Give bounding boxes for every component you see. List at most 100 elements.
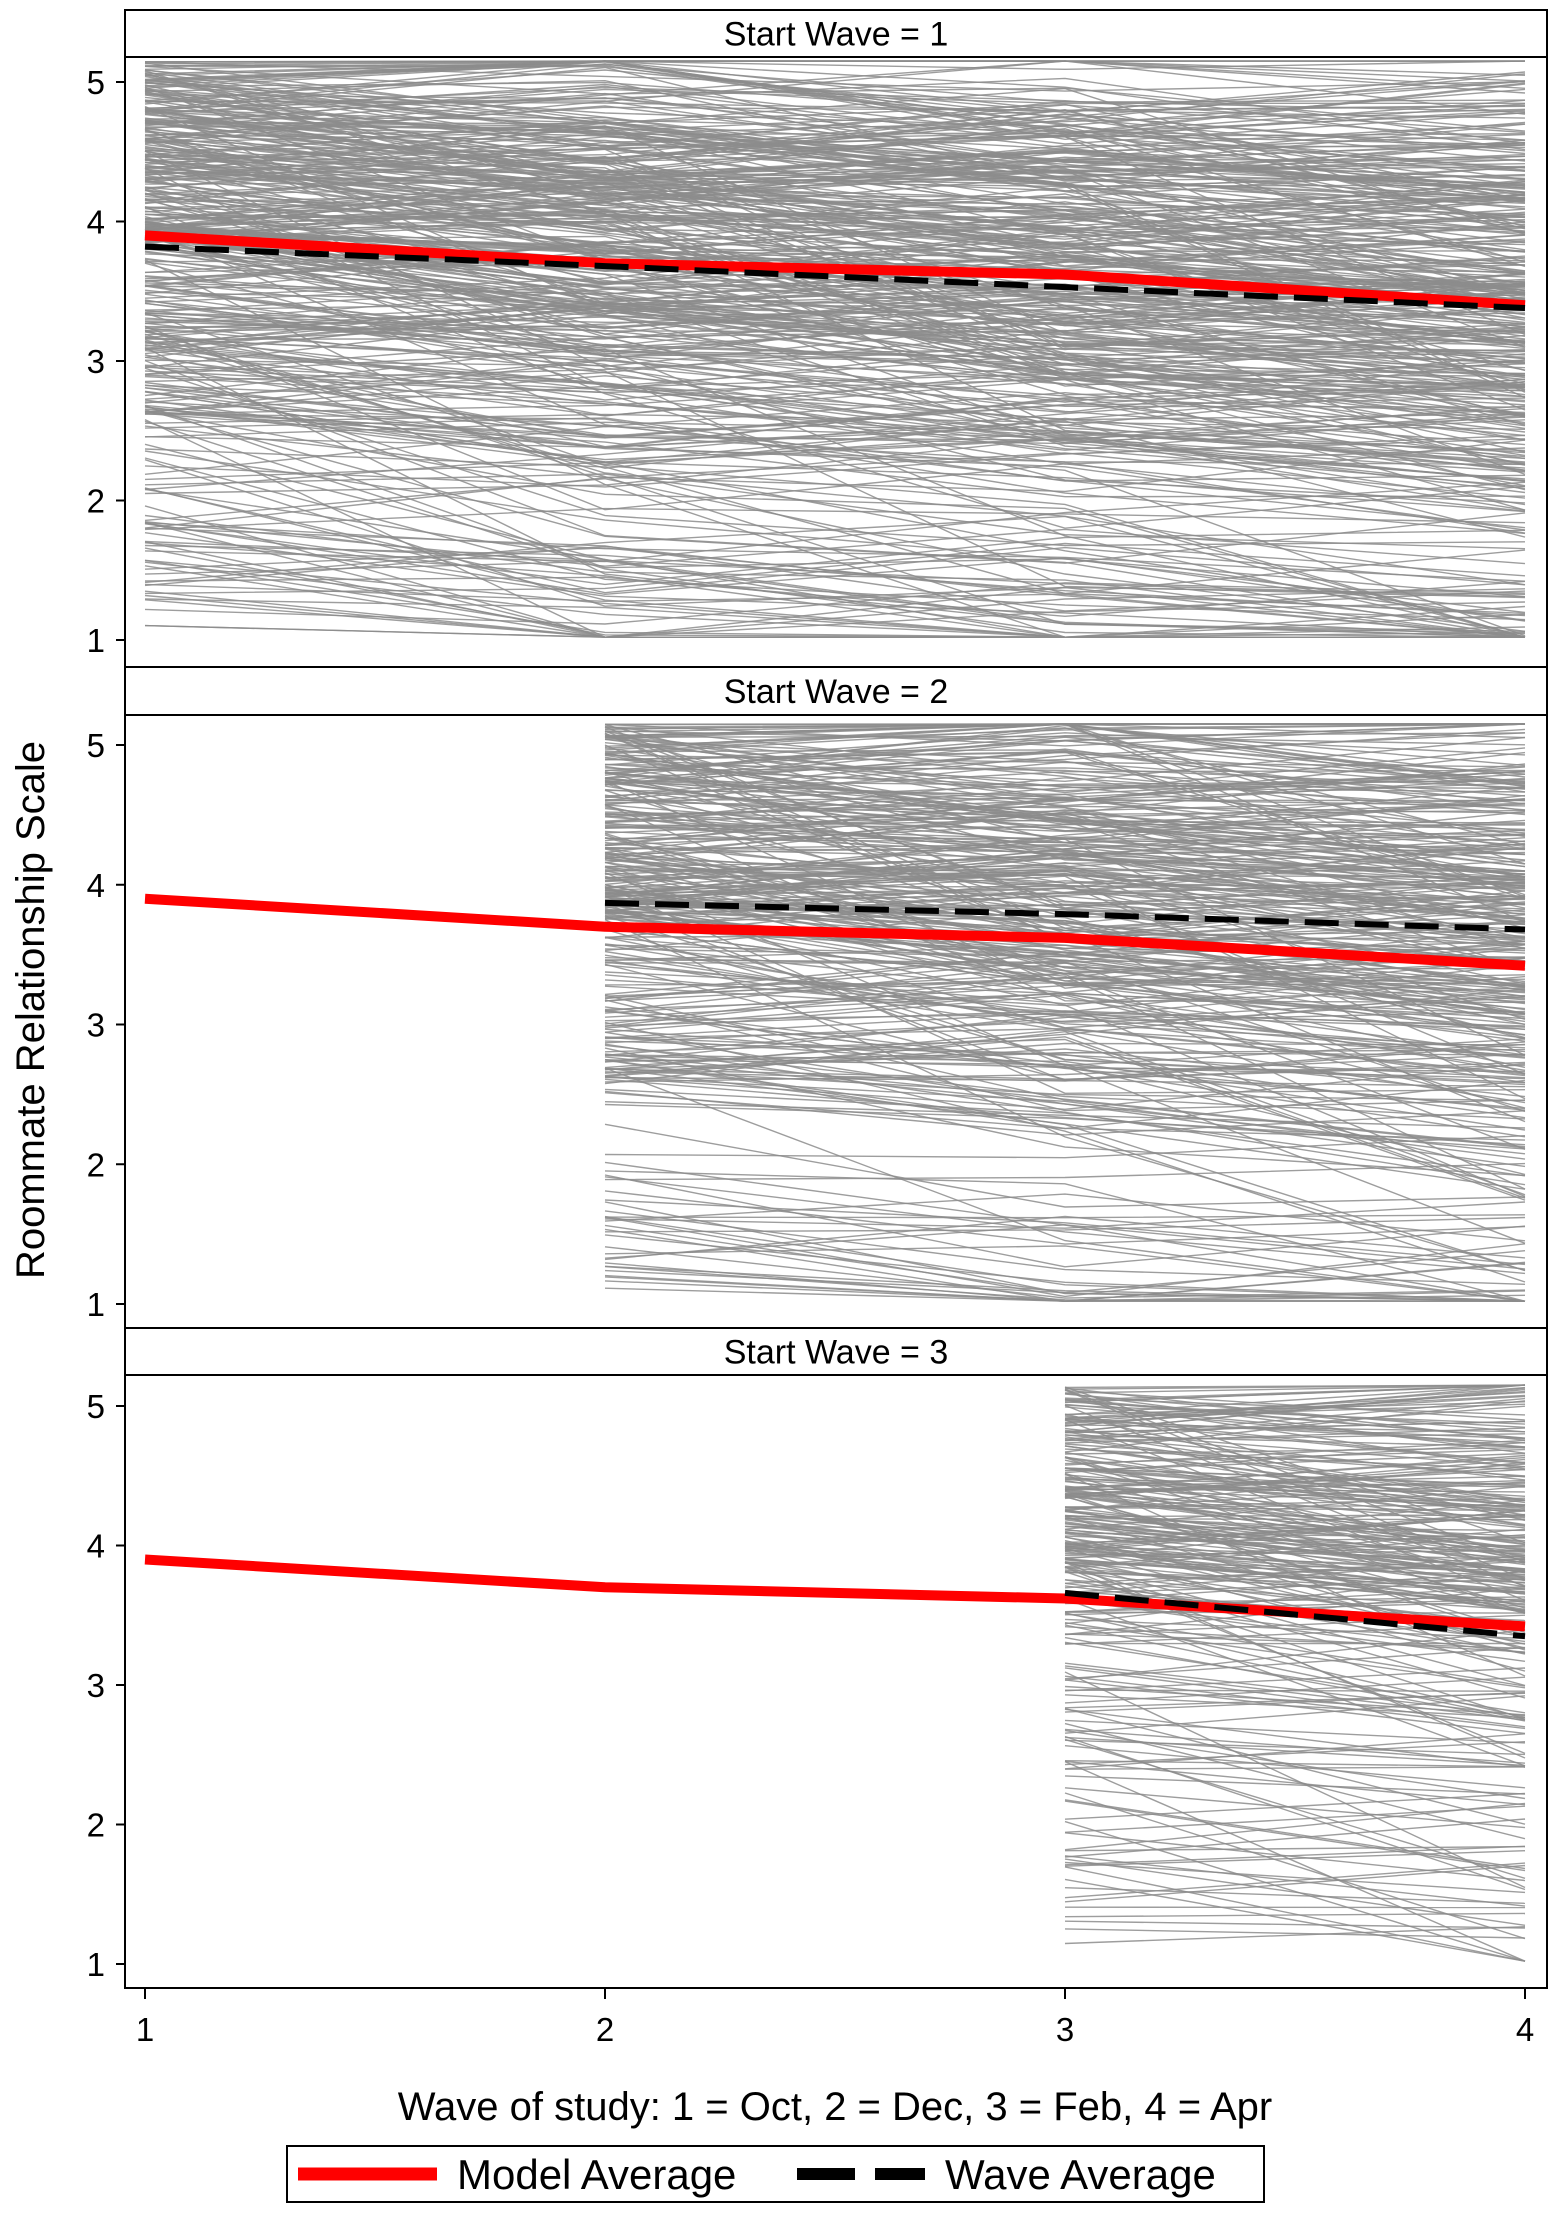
trajectory-line bbox=[144, 354, 1526, 441]
trajectory-line bbox=[144, 65, 1526, 132]
trajectory-line bbox=[1064, 1433, 1526, 1442]
trajectory-line bbox=[144, 306, 1526, 404]
trajectory-line bbox=[1064, 1926, 1526, 1945]
trajectory-line bbox=[604, 918, 1526, 1271]
trajectory-line bbox=[604, 896, 1526, 1029]
trajectory-line bbox=[1064, 1418, 1526, 1465]
trajectory-line bbox=[1064, 1818, 1526, 1858]
y-tick-label: 1 bbox=[87, 1946, 105, 1983]
trajectory-line bbox=[1064, 1529, 1526, 1570]
trajectory-line bbox=[144, 409, 1526, 564]
trajectory-line bbox=[604, 783, 1526, 945]
trajectory-line bbox=[144, 387, 1526, 437]
trajectory-line bbox=[144, 337, 1526, 427]
x-tick-label: 3 bbox=[1056, 2011, 1074, 2048]
trajectory-line bbox=[1064, 1431, 1526, 1501]
trajectory-line bbox=[604, 875, 1526, 1071]
trajectory-line bbox=[144, 140, 1526, 292]
trajectory-line bbox=[1064, 1775, 1526, 1795]
trajectory-line bbox=[144, 63, 1526, 187]
trajectory-line bbox=[144, 561, 1526, 638]
trajectory-line bbox=[604, 1228, 1526, 1302]
trajectory-line bbox=[1064, 1622, 1526, 1689]
trajectory-line bbox=[1064, 1665, 1526, 1721]
trajectory-line bbox=[604, 959, 1526, 1104]
trajectory-line bbox=[1064, 1515, 1526, 1651]
trajectory-line bbox=[144, 136, 1526, 181]
trajectory-line bbox=[1064, 1448, 1526, 1465]
trajectory-line bbox=[604, 1176, 1526, 1275]
trajectory-line bbox=[604, 751, 1526, 854]
trajectory-line bbox=[604, 843, 1526, 883]
trajectory-line bbox=[604, 1210, 1526, 1285]
trajectory-line bbox=[1064, 1671, 1526, 1889]
trajectory-line bbox=[144, 262, 1526, 377]
x-axis-title: Wave of study: 1 = Oct, 2 = Dec, 3 = Feb… bbox=[398, 2085, 1273, 2129]
trajectory-line bbox=[1064, 1787, 1526, 1829]
trajectory-line bbox=[144, 341, 1526, 472]
trajectory-line bbox=[144, 487, 1526, 594]
trajectory-line bbox=[1064, 1928, 1526, 1939]
trajectory-line bbox=[1064, 1667, 1526, 1728]
legend-label-wave-average: Wave Average bbox=[945, 2151, 1216, 2198]
trajectory-line bbox=[144, 60, 1526, 71]
trajectory-line bbox=[604, 877, 1526, 925]
trajectory-line bbox=[604, 1043, 1526, 1186]
trajectory-line bbox=[1064, 1384, 1526, 1401]
trajectory-line bbox=[604, 852, 1526, 922]
plot-frame bbox=[124, 1374, 1548, 1989]
trajectory-line bbox=[604, 1088, 1526, 1177]
trajectory-line bbox=[1064, 1760, 1526, 1806]
x-tick-label: 1 bbox=[136, 2011, 154, 2048]
trajectory-line bbox=[1064, 1613, 1526, 1687]
trajectory-line bbox=[1064, 1579, 1526, 1611]
trajectory-line bbox=[604, 723, 1526, 776]
wave-average-line bbox=[1064, 1589, 1526, 1640]
trajectory-line bbox=[604, 749, 1526, 896]
trajectory-line bbox=[144, 378, 1526, 491]
trajectory-line bbox=[1064, 1467, 1526, 1502]
trajectory-line bbox=[144, 329, 1526, 635]
trajectory-line bbox=[1064, 1514, 1526, 1518]
trajectory-line bbox=[604, 779, 1526, 898]
panel-header-label: Start Wave = 3 bbox=[724, 1334, 949, 1372]
trajectory-line bbox=[144, 60, 1526, 112]
trajectory-line bbox=[1064, 1612, 1526, 1719]
trajectory-line bbox=[144, 69, 1526, 218]
trajectory-line bbox=[144, 523, 1526, 586]
trajectory-line bbox=[604, 769, 1526, 797]
trajectory-line bbox=[144, 72, 1526, 229]
trajectory-line bbox=[604, 797, 1526, 847]
trajectory-line bbox=[604, 1215, 1526, 1302]
trajectory-line bbox=[1064, 1561, 1526, 1608]
trajectory-line bbox=[1064, 1510, 1526, 1564]
trajectory-line bbox=[1064, 1490, 1526, 1557]
trajectory-line bbox=[144, 150, 1526, 250]
trajectory-line bbox=[144, 452, 1526, 529]
trajectory-line bbox=[604, 936, 1526, 1190]
trajectory-line bbox=[604, 1051, 1526, 1071]
trajectory-line bbox=[144, 235, 1526, 419]
y-tick-label: 2 bbox=[87, 1807, 105, 1844]
trajectory-line bbox=[604, 944, 1526, 1059]
trajectory-line bbox=[604, 811, 1526, 864]
trajectory-line bbox=[1064, 1920, 1526, 1929]
panel-3: Start Wave = 3 1 2 3 4 5 bbox=[87, 1327, 1548, 1989]
y-tick-label: 4 bbox=[87, 867, 105, 904]
trajectory-line bbox=[1064, 1451, 1526, 1527]
panel-1: Start Wave = 1 1 2 3 4 5 bbox=[87, 9, 1548, 668]
trajectory-line bbox=[1064, 1395, 1526, 1425]
x-tick-label: 4 bbox=[1516, 2011, 1534, 2048]
trajectory-line bbox=[604, 841, 1526, 940]
trajectory-line bbox=[604, 843, 1526, 876]
trajectory-line bbox=[1064, 1792, 1526, 1940]
trajectory-line bbox=[604, 872, 1526, 920]
trajectory-line bbox=[144, 313, 1526, 454]
trajectory-line bbox=[1064, 1539, 1526, 1649]
trajectory-line bbox=[604, 777, 1526, 824]
trajectory-line bbox=[144, 241, 1526, 358]
trajectory-line bbox=[144, 133, 1526, 244]
trajectory-line bbox=[604, 954, 1526, 1023]
panel-header-label: Start Wave = 1 bbox=[724, 16, 949, 54]
